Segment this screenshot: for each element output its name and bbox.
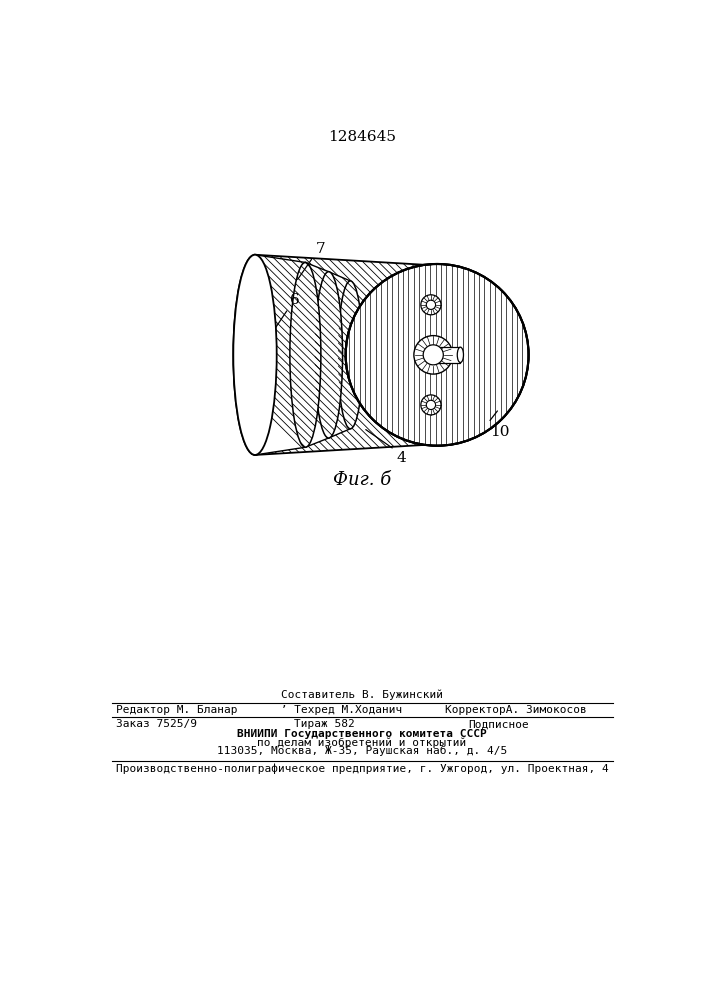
Circle shape xyxy=(423,345,443,365)
Text: Производственно-полиграфическое предприятие, г. Ужгород, ул. Проектная, 4: Производственно-полиграфическое предприя… xyxy=(115,764,608,774)
Text: 6: 6 xyxy=(290,293,300,307)
Polygon shape xyxy=(329,272,351,438)
Text: 113035, Москва, Ж-35, Раушская наб., д. 4/5: 113035, Москва, Ж-35, Раушская наб., д. … xyxy=(217,746,507,756)
Text: Редактор М. Бланар: Редактор М. Бланар xyxy=(115,705,237,715)
Text: 10: 10 xyxy=(490,425,509,439)
Circle shape xyxy=(426,300,436,309)
Circle shape xyxy=(421,295,441,315)
Ellipse shape xyxy=(290,262,321,447)
Text: ’ Техред М.Ходанич: ’ Техред М.Ходанич xyxy=(274,705,402,715)
Circle shape xyxy=(414,336,452,374)
Text: ВНИИПИ Государственного комитета СССР: ВНИИПИ Государственного комитета СССР xyxy=(237,729,487,739)
Text: Тираж 582: Тираж 582 xyxy=(293,719,354,729)
Bar xyxy=(433,347,460,363)
Text: 4: 4 xyxy=(396,451,406,465)
Polygon shape xyxy=(255,255,305,455)
Text: 1284645: 1284645 xyxy=(328,130,396,144)
Ellipse shape xyxy=(457,347,464,363)
Text: 7: 7 xyxy=(316,242,326,256)
Text: Составитель В. Бужинский: Составитель В. Бужинский xyxy=(281,690,443,700)
Text: по делам изобретений и открытий: по делам изобретений и открытий xyxy=(257,738,467,748)
Text: Фиг. б: Фиг. б xyxy=(333,471,391,489)
Ellipse shape xyxy=(338,281,363,429)
Circle shape xyxy=(421,395,441,415)
Circle shape xyxy=(346,264,529,446)
Text: Подписное: Подписное xyxy=(468,719,529,729)
Polygon shape xyxy=(255,255,437,455)
Polygon shape xyxy=(305,262,329,447)
Text: Заказ 7525/9: Заказ 7525/9 xyxy=(115,719,197,729)
Ellipse shape xyxy=(233,255,276,455)
Text: КорректорА. Зимокосов: КорректорА. Зимокосов xyxy=(445,705,587,715)
Ellipse shape xyxy=(315,272,343,438)
Ellipse shape xyxy=(233,255,276,455)
Circle shape xyxy=(426,400,436,410)
